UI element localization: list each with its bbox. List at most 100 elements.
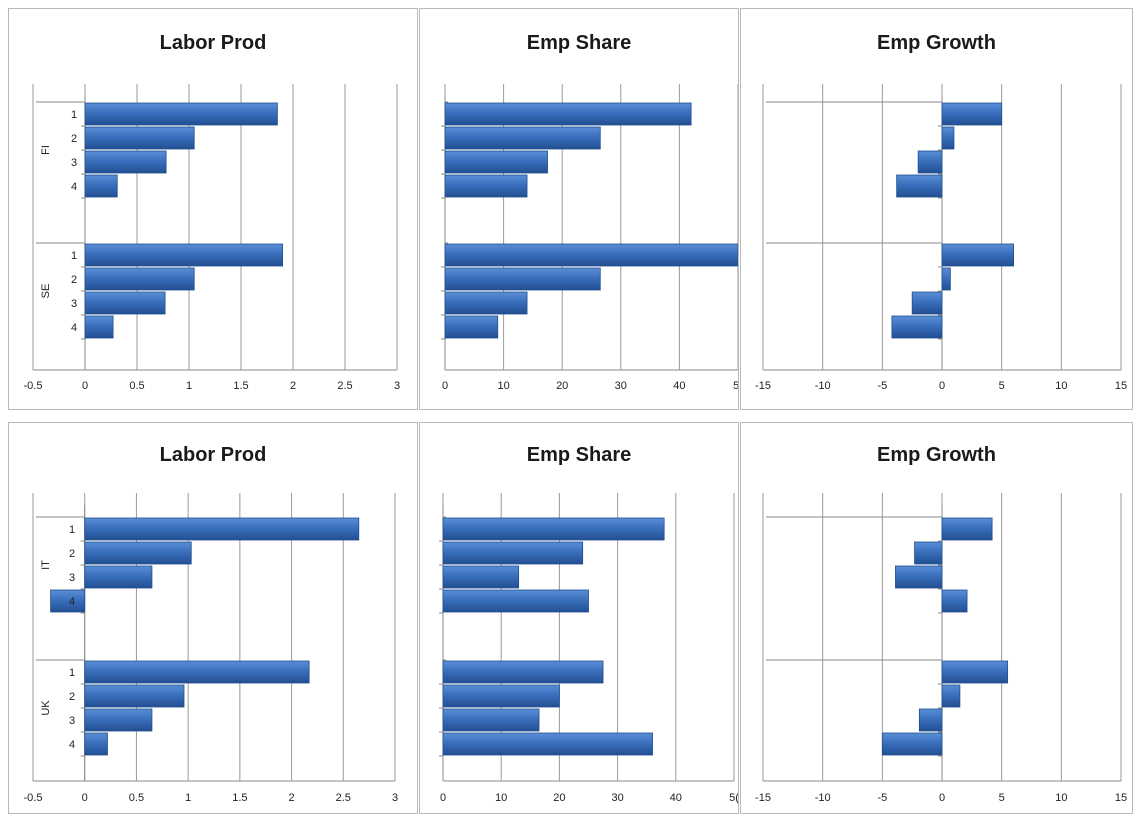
category-label: 3 [69, 715, 75, 727]
category-label: 3 [71, 298, 77, 310]
chart-title: Emp Share [527, 444, 631, 466]
category-label: 2 [69, 548, 75, 560]
bar [84, 150, 167, 174]
category-label: 1 [71, 250, 77, 262]
chart-title: Emp Growth [877, 444, 996, 466]
category-label: 4 [71, 322, 77, 334]
bar [444, 291, 528, 315]
x-tick-label: -10 [815, 792, 831, 804]
bar [941, 102, 1003, 126]
chart-svg: Emp Growth -15 -10 -5 0 5 10 15 [755, 444, 1127, 804]
chart-title: Labor Prod [160, 32, 267, 54]
category-label: 3 [71, 157, 77, 169]
group-label: IT [40, 560, 52, 570]
bar [442, 708, 540, 732]
x-tick-label: 10 [497, 380, 509, 392]
x-tick-label: 2.5 [337, 380, 352, 392]
chart-panel-labor-prod-it-uk: Labor Prod -0.5 0 0.5 1 1.5 2 2.5 3 IT 1 2 3 4 UK 1 2 3 4 [8, 422, 418, 814]
bar [941, 267, 951, 291]
bar [84, 267, 195, 291]
chart-title: Emp Growth [877, 32, 996, 54]
x-tick-label: 5 [999, 792, 1005, 804]
bar [444, 102, 692, 126]
group-label: SE [40, 284, 52, 299]
x-tick-label: 2 [289, 792, 295, 804]
x-tick-label: -0.5 [24, 792, 43, 804]
bar [444, 267, 601, 291]
x-tick-label: 15 [1115, 792, 1127, 804]
category-label: 1 [71, 109, 77, 121]
x-tick-label: 2 [290, 380, 296, 392]
x-tick-label: 2.5 [336, 792, 351, 804]
chart-svg: Labor Prod -0.5 0 0.5 1 1.5 2 2.5 3 FI 1 2 3 4 SE 1 2 3 4 [24, 32, 401, 392]
x-tick-label: 3 [394, 380, 400, 392]
chart-panel-labor-prod-fi-se: Labor Prod -0.5 0 0.5 1 1.5 2 2.5 3 FI 1 2 3 4 SE 1 2 3 4 [8, 8, 418, 410]
bar [914, 541, 943, 565]
bar [84, 708, 153, 732]
bar [442, 565, 520, 589]
bar [918, 708, 943, 732]
bar [941, 517, 993, 541]
x-tick-label: 1.5 [232, 792, 247, 804]
chart-svg: Labor Prod -0.5 0 0.5 1 1.5 2 2.5 3 IT 1 2 3 4 UK 1 2 3 4 [24, 444, 399, 804]
chart-svg: Emp Share 0 10 20 30 40 5( [441, 32, 738, 392]
bar [941, 589, 968, 613]
x-tick-label: 1 [186, 380, 192, 392]
chart-title: Emp Share [527, 32, 631, 54]
bar [444, 150, 548, 174]
x-tick-label: -0.5 [24, 380, 43, 392]
category-label: 4 [71, 181, 77, 193]
x-tick-label: 0 [939, 792, 945, 804]
bar [442, 732, 653, 756]
bar [84, 565, 153, 589]
x-tick-label: 0 [82, 792, 88, 804]
bar [84, 126, 195, 150]
x-tick-label: 0 [442, 380, 448, 392]
bar [444, 243, 738, 267]
chart-panel-emp-growth-fi-se: Emp Growth -15 -10 -5 0 5 10 15 [740, 8, 1133, 410]
x-tick-label: 1.5 [233, 380, 248, 392]
x-tick-label: 0 [939, 380, 945, 392]
x-tick-label: 40 [673, 380, 685, 392]
bar [895, 565, 943, 589]
category-label: 2 [69, 691, 75, 703]
bar [941, 660, 1009, 684]
group-label: UK [40, 700, 52, 716]
bar [84, 732, 108, 756]
x-tick-label: 10 [495, 792, 507, 804]
x-tick-label: -10 [815, 380, 831, 392]
x-tick-label: 1 [185, 792, 191, 804]
bar [84, 684, 185, 708]
x-tick-label: -15 [755, 792, 771, 804]
x-tick-label: -15 [755, 380, 771, 392]
bar [84, 291, 166, 315]
bar [442, 589, 589, 613]
bar [442, 517, 665, 541]
category-label: 2 [71, 274, 77, 286]
x-tick-label: 5 [999, 380, 1005, 392]
bar [442, 660, 604, 684]
x-tick-label: 15 [1115, 380, 1127, 392]
x-tick-label: 40 [670, 792, 682, 804]
chart-panel-emp-share-it-uk: Emp Share 0 10 20 30 40 5( [419, 422, 739, 814]
x-tick-label: -5 [877, 792, 887, 804]
x-tick-label: 5( [733, 380, 738, 392]
bar [891, 315, 943, 339]
x-tick-label: 0.5 [129, 792, 144, 804]
bar [84, 243, 284, 267]
bar [444, 174, 528, 198]
x-tick-label: 10 [1055, 380, 1067, 392]
bar [84, 660, 310, 684]
bar [881, 732, 943, 756]
bar [442, 541, 584, 565]
bar [84, 315, 114, 339]
x-tick-label: 0 [82, 380, 88, 392]
bar [444, 315, 499, 339]
x-tick-label: 20 [556, 380, 568, 392]
x-tick-label: 0.5 [129, 380, 144, 392]
chart-panel-emp-share-fi-se: Emp Share 0 10 20 30 40 5( [419, 8, 739, 410]
category-label: 4 [69, 596, 75, 608]
x-tick-label: 3 [392, 792, 398, 804]
chart-svg: Emp Share 0 10 20 30 40 5( [439, 444, 738, 804]
bar [84, 102, 278, 126]
